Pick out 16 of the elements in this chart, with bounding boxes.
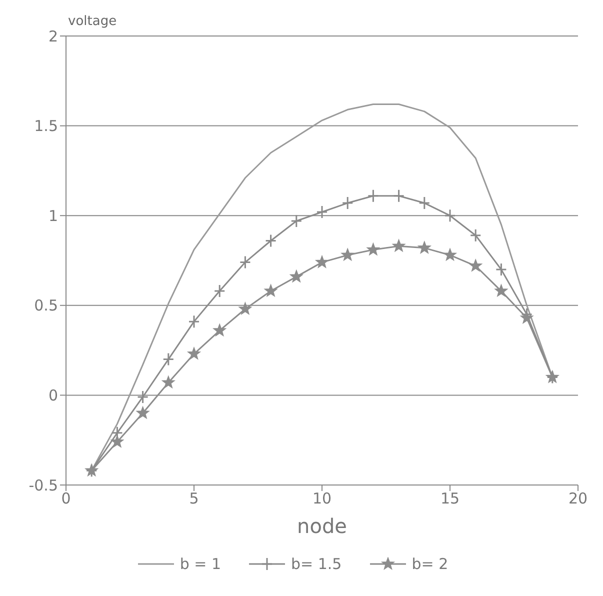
y-tick-label: 0	[48, 386, 58, 405]
y-tick-label: 0.5	[34, 296, 58, 315]
y-tick-label: 2	[48, 27, 58, 46]
x-tick-label: 10	[312, 490, 332, 508]
x-tick-label: 0	[61, 490, 71, 508]
y-tick-label: 1.5	[34, 117, 58, 136]
y-tick-label: 1	[48, 206, 58, 225]
x-tick-label: 5	[189, 490, 199, 508]
legend-label: b= 1.5	[291, 555, 342, 573]
x-tick-label: 15	[440, 490, 460, 508]
y-tick-label: -0.5	[28, 476, 58, 494]
legend-label: b = 1	[180, 555, 222, 573]
y-axis-title: voltage	[68, 14, 117, 29]
x-tick-label: 20	[568, 490, 588, 508]
x-axis-title: node	[297, 514, 347, 538]
legend-label: b= 2	[412, 555, 448, 573]
